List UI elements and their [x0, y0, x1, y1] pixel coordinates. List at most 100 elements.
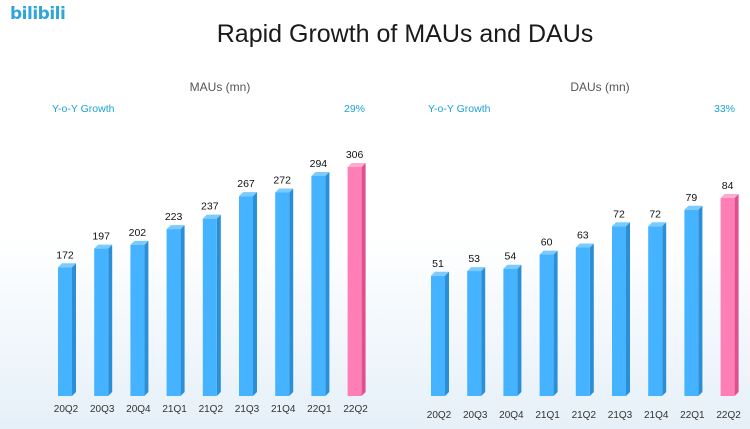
mau-bar-side-21Q3 — [253, 192, 257, 396]
mau-bar-top-21Q4 — [275, 188, 294, 193]
mau-category-label-20Q3: 20Q3 — [90, 404, 115, 415]
dau-bar-side-21Q2 — [589, 243, 594, 396]
mau-bar-21Q1 — [166, 229, 181, 396]
mau-value-label-21Q4: 272 — [273, 174, 291, 186]
mau-category-label-22Q1: 22Q1 — [307, 404, 332, 415]
dau-bar-21Q1 — [539, 254, 554, 396]
dau-category-label-21Q2: 21Q2 — [572, 410, 597, 421]
dau-bar-top-20Q3 — [467, 267, 486, 272]
dau-bar-22Q1 — [684, 209, 699, 396]
mau-category-label-20Q2: 20Q2 — [54, 404, 79, 415]
mau-bar-21Q4 — [275, 192, 290, 396]
dau-category-label-21Q1: 21Q1 — [535, 410, 560, 421]
mau-growth-value: 29% — [344, 103, 366, 115]
mau-category-label-21Q1: 21Q1 — [162, 404, 187, 415]
dau-bar-side-21Q3 — [626, 222, 630, 396]
dau-value-label-21Q1: 60 — [541, 237, 553, 249]
dau-category-label-20Q4: 20Q4 — [499, 410, 524, 421]
mau-value-label-21Q1: 223 — [165, 211, 183, 223]
dau-bar-20Q4 — [503, 268, 518, 396]
dau-category-label-22Q1: 22Q1 — [680, 410, 705, 421]
mau-value-label-21Q2: 237 — [201, 201, 219, 213]
mau-bar-side-21Q4 — [289, 188, 294, 396]
dau-growth-value: 33% — [714, 103, 736, 115]
mau-bar-side-22Q1 — [325, 171, 330, 396]
mau-bar-top-21Q1 — [166, 225, 185, 230]
mau-bar-top-21Q3 — [239, 192, 257, 197]
dau-bar-20Q2 — [431, 275, 445, 396]
dau-bar-20Q3 — [467, 271, 482, 396]
mau-value-label-22Q1: 294 — [310, 158, 328, 170]
dau-bar-side-21Q1 — [553, 250, 558, 396]
dau-value-label-21Q3: 72 — [613, 208, 625, 220]
dau-bar-22Q2 — [720, 198, 735, 396]
mau-bar-side-22Q2 — [361, 163, 366, 396]
mau-bar-22Q2 — [347, 167, 362, 396]
dau-value-label-20Q4: 54 — [505, 251, 517, 263]
bilibili-logo: bilibili — [10, 4, 66, 24]
mau-value-label-21Q3: 267 — [237, 178, 255, 190]
mau-bar-top-20Q2 — [58, 263, 76, 268]
mau-bar-side-20Q4 — [144, 240, 149, 396]
mau-bar-21Q2 — [202, 218, 217, 396]
dau-bar-side-22Q2 — [734, 194, 739, 396]
mau-category-label-21Q3: 21Q3 — [235, 404, 260, 415]
dau-bar-top-21Q1 — [539, 250, 558, 255]
mau-bar-top-21Q2 — [202, 214, 221, 219]
mau-bar-22Q1 — [311, 175, 326, 396]
mau-category-label-22Q2: 22Q2 — [343, 404, 368, 415]
mau-bar-20Q2 — [58, 267, 72, 396]
mau-category-label-21Q4: 21Q4 — [271, 404, 296, 415]
dau-bar-side-22Q1 — [698, 205, 703, 396]
mau-bar-21Q3 — [239, 196, 253, 396]
mau-category-label-20Q4: 20Q4 — [126, 404, 151, 415]
mau-bar-20Q4 — [130, 244, 145, 396]
dau-bar-top-22Q2 — [720, 194, 739, 198]
dau-value-label-20Q3: 53 — [468, 253, 480, 265]
mau-bar-side-20Q2 — [72, 263, 76, 396]
dau-bar-top-22Q1 — [684, 205, 703, 210]
mau-bar-side-21Q1 — [180, 225, 185, 396]
mau-bar-side-21Q2 — [216, 214, 221, 396]
dau-category-label-20Q3: 20Q3 — [463, 410, 488, 421]
dau-value-label-21Q4: 72 — [649, 208, 661, 220]
dau-bar-side-20Q4 — [517, 264, 522, 396]
mau-bar-20Q3 — [94, 248, 109, 396]
dau-category-label-21Q4: 21Q4 — [644, 410, 669, 421]
dau-value-label-22Q2: 84 — [722, 180, 734, 192]
logo-text: bilibili — [10, 4, 66, 24]
dau-bar-top-21Q2 — [575, 243, 594, 248]
mau-bar-top-22Q1 — [311, 171, 330, 176]
mau-bar-side-20Q3 — [108, 244, 113, 396]
mau-value-label-20Q2: 172 — [56, 249, 74, 261]
dau-growth-label: Y-o-Y Growth — [428, 103, 491, 115]
dau-category-label-21Q3: 21Q3 — [608, 410, 633, 421]
dau-category-label-20Q2: 20Q2 — [427, 410, 452, 421]
dau-bar-21Q4 — [648, 226, 663, 396]
mau-bar-top-22Q2 — [347, 163, 366, 167]
dau-bar-side-20Q3 — [481, 267, 486, 396]
dau-bar-top-21Q3 — [612, 222, 630, 227]
mau-category-label-21Q2: 21Q2 — [199, 404, 224, 415]
dau-value-label-20Q2: 51 — [432, 258, 444, 270]
dau-value-label-21Q2: 63 — [577, 230, 589, 242]
dau-bar-top-20Q2 — [431, 271, 449, 276]
page-title: Rapid Growth of MAUs and DAUs — [216, 20, 594, 48]
dau-bar-side-20Q2 — [445, 271, 449, 396]
dau-value-label-22Q1: 79 — [686, 192, 698, 204]
mau-growth-label: Y-o-Y Growth — [52, 103, 115, 115]
dau-bar-21Q2 — [575, 247, 590, 396]
dau-chart-title: DAUs (mn) — [570, 80, 630, 94]
dau-bar-side-21Q4 — [662, 222, 667, 396]
dau-category-label-22Q2: 22Q2 — [716, 410, 741, 421]
dau-bar-21Q3 — [612, 226, 626, 396]
mau-bar-top-20Q4 — [130, 240, 149, 245]
dau-bar-top-21Q4 — [648, 222, 667, 227]
mau-value-label-20Q4: 202 — [129, 227, 147, 239]
mau-chart-title: MAUs (mn) — [189, 80, 251, 94]
mau-bar-top-20Q3 — [94, 244, 113, 249]
dau-bar-top-20Q4 — [503, 264, 522, 269]
mau-value-label-22Q2: 306 — [346, 149, 364, 161]
mau-value-label-20Q3: 197 — [92, 231, 110, 243]
